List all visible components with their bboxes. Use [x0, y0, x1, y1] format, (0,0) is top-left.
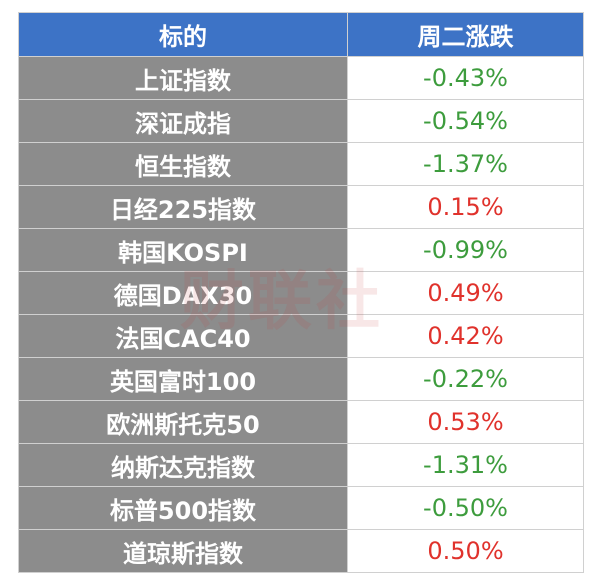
index-name: 纳斯达克指数: [18, 443, 348, 487]
change-value: -0.99%: [347, 228, 584, 272]
table-row: 恒生指数 -1.37%: [18, 142, 584, 186]
table-row: 上证指数 -0.43%: [18, 56, 584, 100]
index-name: 韩国KOSPI: [18, 228, 348, 272]
header-row: 标的 周二涨跌: [18, 12, 584, 57]
change-value: 0.53%: [347, 400, 584, 444]
change-value: -0.54%: [347, 99, 584, 143]
change-value: -1.37%: [347, 142, 584, 186]
index-name: 标普500指数: [18, 486, 348, 530]
change-value: 0.15%: [347, 185, 584, 229]
index-name: 法国CAC40: [18, 314, 348, 358]
index-name: 上证指数: [18, 56, 348, 100]
index-name: 欧洲斯托克50: [18, 400, 348, 444]
table-row: 德国DAX30 0.49%: [18, 271, 584, 315]
table-row: 深证成指 -0.54%: [18, 99, 584, 143]
change-value: -0.50%: [347, 486, 584, 530]
index-name: 德国DAX30: [18, 271, 348, 315]
table-row: 法国CAC40 0.42%: [18, 314, 584, 358]
header-cell: 标的: [18, 12, 348, 57]
table-row: 纳斯达克指数 -1.31%: [18, 443, 584, 487]
index-name: 深证成指: [18, 99, 348, 143]
index-name: 英国富时100: [18, 357, 348, 401]
table-row: 道琼斯指数 0.50%: [18, 529, 584, 573]
table-row: 日经225指数 0.15%: [18, 185, 584, 229]
table-row: 英国富时100 -0.22%: [18, 357, 584, 401]
index-name: 道琼斯指数: [18, 529, 348, 573]
table-row: 韩国KOSPI -0.99%: [18, 228, 584, 272]
change-value: -1.31%: [347, 443, 584, 487]
table-row: 欧洲斯托克50 0.53%: [18, 400, 584, 444]
change-value: 0.49%: [347, 271, 584, 315]
index-name: 日经225指数: [18, 185, 348, 229]
table-body: 上证指数 -0.43% 深证成指 -0.54% 恒生指数 -1.37% 日经225指数 0.1…: [18, 56, 584, 573]
change-value: 0.42%: [347, 314, 584, 358]
change-value: -0.22%: [347, 357, 584, 401]
index-name: 恒生指数: [18, 142, 348, 186]
table-row: 标普500指数 -0.50%: [18, 486, 584, 530]
change-value: 0.50%: [347, 529, 584, 573]
header-cell: 周二涨跌: [347, 12, 584, 57]
market-table: 标的 周二涨跌 上证指数 -0.43% 深证成指 -0.54% 恒生指数 -1.37% 日经…: [18, 12, 584, 573]
change-value: -0.43%: [347, 56, 584, 100]
